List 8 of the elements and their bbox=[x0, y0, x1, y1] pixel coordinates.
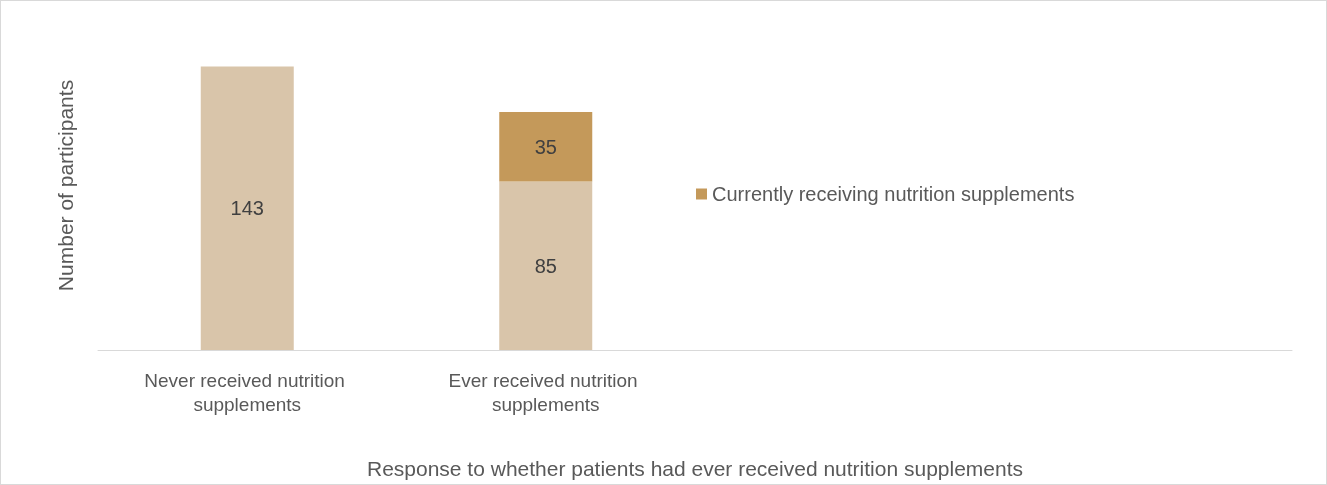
data-label: 85 bbox=[534, 254, 557, 277]
data-label: 35 bbox=[534, 135, 557, 158]
x-axis-title: Response to whether patients had ever received nutrition supplements bbox=[366, 457, 1024, 480]
x-tick-label: Ever received nutrition supplements bbox=[448, 369, 643, 415]
data-label: 143 bbox=[230, 197, 264, 220]
y-axis-title: Number of participants bbox=[54, 79, 77, 292]
x-tick-label: Never received nutrition supplements bbox=[144, 369, 351, 415]
legend-label: Currently receiving nutrition supplements bbox=[712, 183, 1075, 205]
